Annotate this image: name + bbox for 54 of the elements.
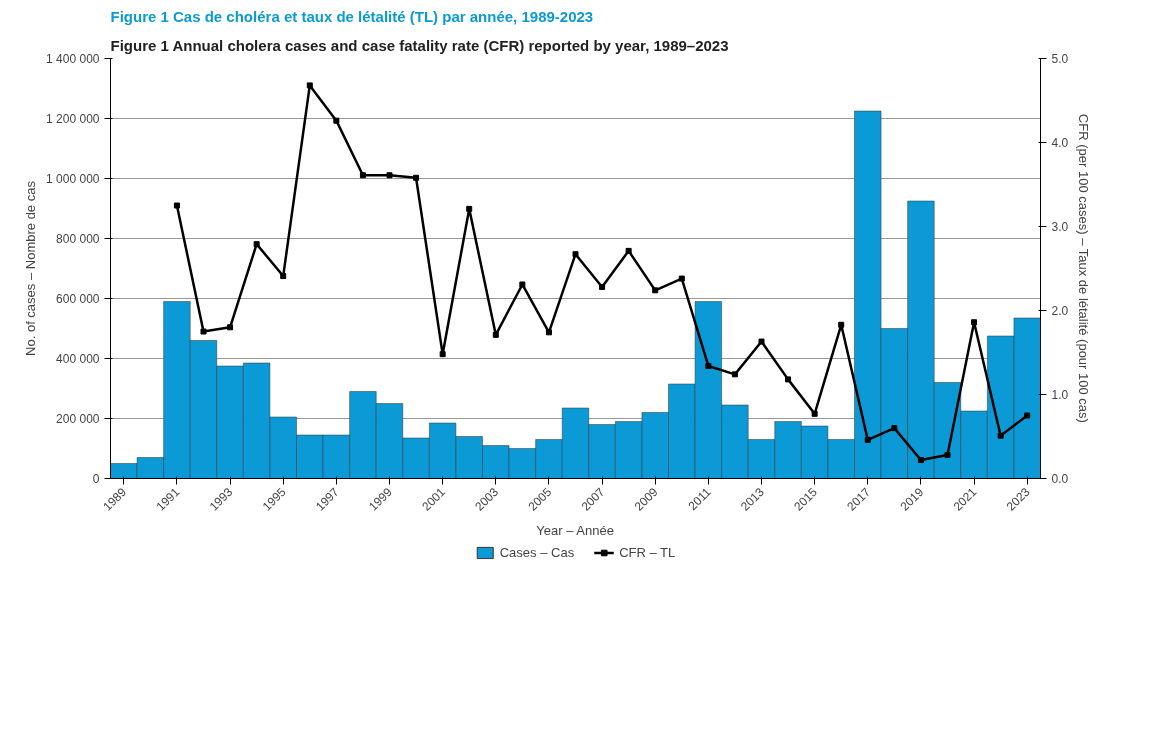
point: [359, 172, 366, 179]
y-tick-label: 400 000: [56, 351, 100, 366]
point: [599, 283, 606, 290]
y2-tick-label: 0.0: [1051, 472, 1069, 486]
y-tick-label: 800 000: [56, 231, 100, 246]
y2-tick-label: 4.0: [1051, 136, 1069, 150]
point: [545, 329, 552, 336]
point: [785, 376, 792, 383]
point: [997, 432, 1004, 439]
point: [811, 410, 818, 417]
point: [705, 362, 712, 369]
point: [413, 174, 420, 181]
legend-label: CFR – TL: [619, 544, 676, 560]
y-tick-label: 600 000: [56, 291, 100, 306]
point: [625, 247, 632, 254]
y-tick-label: 1 400 000: [46, 51, 100, 66]
point: [917, 457, 924, 464]
point: [944, 451, 951, 458]
chart-subtitle: Figure 1 Cas de choléra et taux de létalité (TL) par année, 1989-2023: [110, 7, 594, 25]
point: [678, 275, 685, 282]
point: [492, 331, 499, 338]
y2-tick-label: 1.0: [1051, 388, 1069, 402]
point: [173, 202, 180, 209]
point: [758, 338, 765, 345]
y-axis-title: No. of cases – Nombre de cas: [23, 180, 39, 356]
point: [466, 205, 473, 212]
point: [864, 436, 871, 443]
point: [1024, 412, 1031, 419]
y-tick-label: 200 000: [56, 411, 100, 426]
y2-tick-label: 2.0: [1051, 304, 1069, 318]
point: [253, 241, 260, 248]
y2-axis-title: CFR (per 100 cases) – Taux de létalité (pour 100 cas): [1076, 113, 1092, 423]
point: [280, 273, 287, 280]
y2-tick-label: 5.0: [1051, 52, 1069, 66]
x-axis-title: Year – Année: [536, 522, 614, 538]
y-tick-label: 1 000 000: [46, 171, 100, 186]
point: [891, 425, 898, 432]
point: [519, 281, 526, 288]
point: [386, 172, 393, 179]
point: [731, 371, 738, 378]
point: [838, 321, 845, 328]
legend-label: Cases – Cas: [499, 544, 575, 560]
point: [652, 287, 659, 294]
point: [572, 251, 579, 258]
point: [439, 351, 446, 358]
y-tick-label: 0: [92, 471, 100, 486]
y-tick-label: 1 200 000: [46, 111, 100, 126]
y2-tick-label: 3.0: [1051, 220, 1069, 234]
chart-title: Figure 1 Annual cholera cases and case fatality rate (CFR) reported by year, 1989–2023: [110, 36, 729, 54]
point: [200, 328, 207, 335]
point: [227, 324, 234, 331]
point: [333, 117, 340, 124]
point: [971, 319, 978, 326]
point: [306, 82, 313, 89]
